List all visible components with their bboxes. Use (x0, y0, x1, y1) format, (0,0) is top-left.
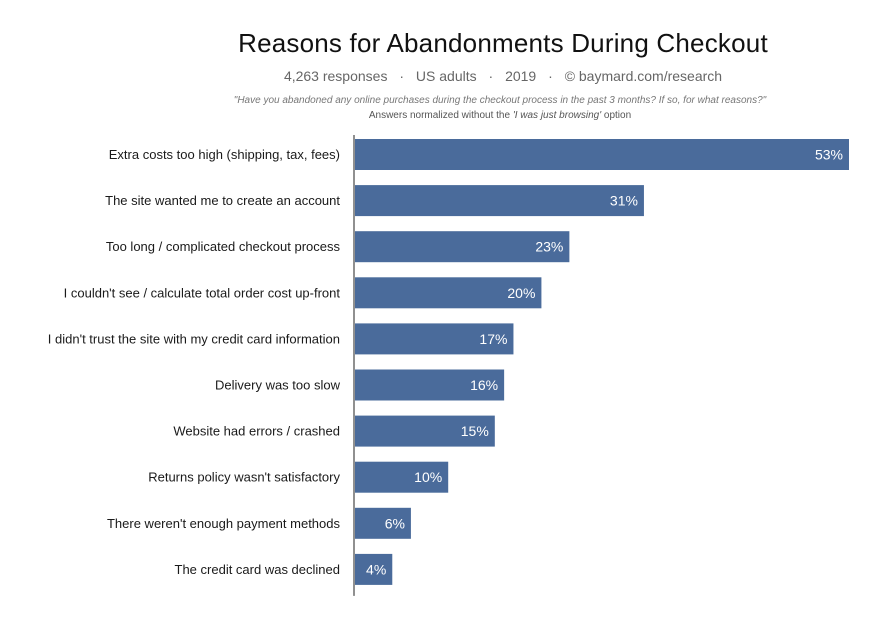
value-label: 17% (479, 331, 507, 347)
category-label: Website had errors / crashed (173, 424, 340, 439)
note-quoted: 'I was just browsing' (512, 110, 602, 121)
note-suffix: option (603, 110, 632, 121)
category-label: The site wanted me to create an account (105, 193, 340, 208)
meta-separator: · (399, 68, 405, 84)
bar (355, 139, 849, 170)
category-label: Too long / complicated checkout process (106, 239, 341, 254)
value-label: 4% (366, 561, 386, 577)
bar (355, 185, 644, 217)
category-label: Returns policy wasn't satisfactory (148, 470, 340, 485)
bar (355, 323, 514, 355)
value-label: 31% (610, 193, 638, 209)
bar (355, 277, 542, 309)
chart-title: Reasons for Abandonments During Checkout (238, 28, 768, 58)
bar (355, 507, 411, 539)
category-label: There weren't enough payment methods (107, 516, 341, 531)
value-label: 53% (815, 147, 843, 163)
normalization-note: Answers normalized without the 'I was ju… (0, 110, 888, 121)
meta-year: 2019 (505, 68, 537, 84)
value-label: 15% (461, 423, 489, 439)
bar (355, 231, 570, 263)
value-label: 6% (385, 515, 405, 531)
category-label: I didn't trust the site with my credit c… (48, 331, 340, 346)
category-label: I couldn't see / calculate total order c… (64, 285, 341, 300)
meta-audience: US adults (415, 68, 477, 84)
value-label: 10% (414, 469, 442, 485)
meta-source: © baymard.com/research (564, 68, 723, 84)
note-prefix: Answers normalized without the (368, 110, 511, 121)
meta-separator: · (548, 68, 553, 84)
meta-separator: · (488, 68, 494, 84)
value-label: 16% (470, 377, 498, 393)
meta-responses: 4,263 responses (283, 68, 388, 84)
category-label: Extra costs too high (shipping, tax, fee… (109, 147, 340, 162)
bar (355, 369, 505, 401)
value-label: 23% (535, 239, 563, 255)
category-label: The credit card was declined (175, 562, 340, 577)
survey-question: "Have you abandoned any online purchases… (233, 95, 767, 106)
category-label: Delivery was too slow (215, 378, 341, 393)
chart-meta: 4,263 responses · US adults · 2019 · © b… (0, 68, 888, 84)
bar (355, 461, 449, 493)
bar (355, 415, 495, 447)
value-label: 20% (507, 285, 535, 301)
bars-group: Extra costs too high (shipping, tax, fee… (48, 139, 849, 585)
bar (355, 553, 393, 585)
